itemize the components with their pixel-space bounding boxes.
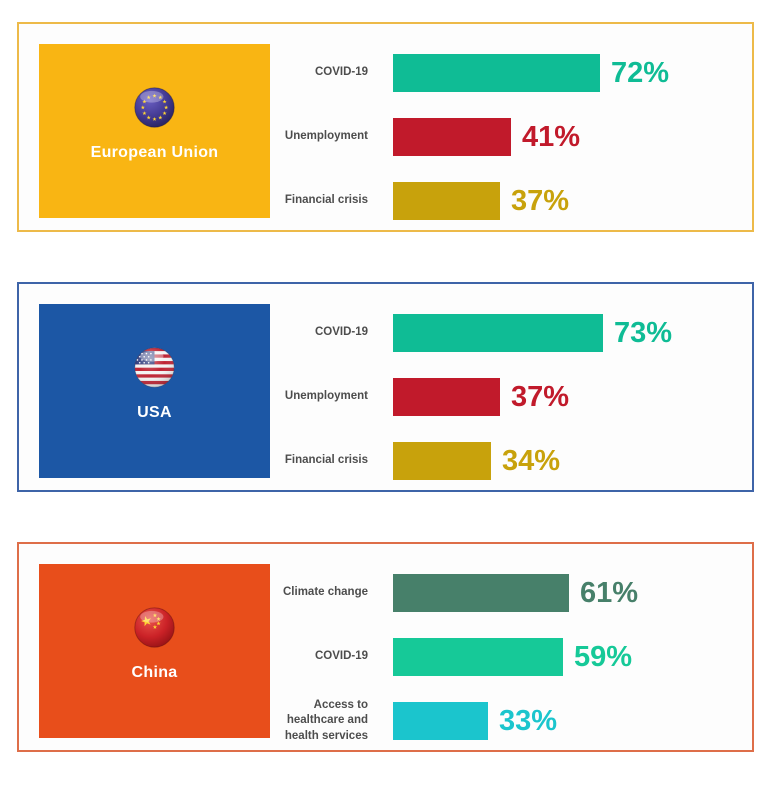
bar-value: 37% — [511, 184, 570, 217]
bar-row: Unemployment 37% — [267, 378, 672, 416]
bar — [393, 54, 600, 92]
bar-label: Financial crisis — [284, 194, 368, 207]
bar-chart-china: Climate change 61% COVID-19 59% Access t… — [267, 574, 638, 742]
panel-european-union: European Union COVID-19 72% Unemployment… — [17, 22, 754, 232]
bar-value: 72% — [611, 56, 670, 89]
bar — [393, 442, 491, 480]
bar-row: Financial crisis 37% — [267, 182, 669, 220]
bar-chart-usa: COVID-19 73% Unemployment 37% Financial … — [267, 314, 672, 480]
bar-row: Unemployment 41% — [267, 118, 669, 156]
bar-value: 37% — [511, 380, 570, 413]
bar-row: Financial crisis 34% — [267, 442, 672, 480]
bar-label: COVID-19 — [314, 66, 368, 79]
bar-value: 41% — [522, 120, 581, 153]
region-block-china: China — [39, 564, 270, 738]
china-flag-icon — [134, 607, 175, 648]
bar — [393, 574, 569, 612]
panel-china: China Climate change 61% COVID-19 59% Ac… — [17, 542, 754, 752]
bar-value: 59% — [574, 640, 633, 673]
region-name: European Union — [90, 144, 219, 161]
bar-value: 73% — [614, 316, 673, 349]
bar — [393, 702, 488, 740]
region-block-usa: USA — [39, 304, 270, 478]
bar-row: COVID-19 59% — [267, 638, 638, 676]
bar — [393, 118, 511, 156]
bar-row: COVID-19 73% — [267, 314, 672, 352]
bar-label: COVID-19 — [314, 650, 368, 663]
bar-label: Financial crisis — [284, 454, 368, 467]
bar-value: 34% — [502, 444, 561, 477]
bar — [393, 182, 500, 220]
bar-label: Climate change — [283, 586, 368, 599]
region-name: China — [131, 664, 178, 681]
bar-label: Access to healthcare and health services — [284, 699, 368, 742]
panel-usa: USA COVID-19 73% Unemployment 37% Financ… — [17, 282, 754, 492]
bar-row: Climate change 61% — [267, 574, 638, 612]
eu-flag-icon — [134, 87, 175, 128]
bar-chart-eu: COVID-19 72% Unemployment 41% Financial … — [267, 54, 669, 220]
bar-value: 33% — [499, 704, 558, 737]
usa-flag-icon — [134, 347, 175, 388]
bar — [393, 314, 603, 352]
bar-row: COVID-19 72% — [267, 54, 669, 92]
bar-value: 61% — [580, 576, 639, 609]
bar — [393, 638, 563, 676]
bar-label: Unemployment — [284, 390, 368, 403]
bar-label: Unemployment — [284, 130, 368, 143]
region-name: USA — [137, 404, 172, 421]
top-concerns-infographic: European Union COVID-19 72% Unemployment… — [17, 22, 754, 752]
bar-label: COVID-19 — [314, 326, 368, 339]
bar-row: Access to healthcare and health services… — [267, 699, 638, 741]
region-block-eu: European Union — [39, 44, 270, 218]
bar — [393, 378, 500, 416]
